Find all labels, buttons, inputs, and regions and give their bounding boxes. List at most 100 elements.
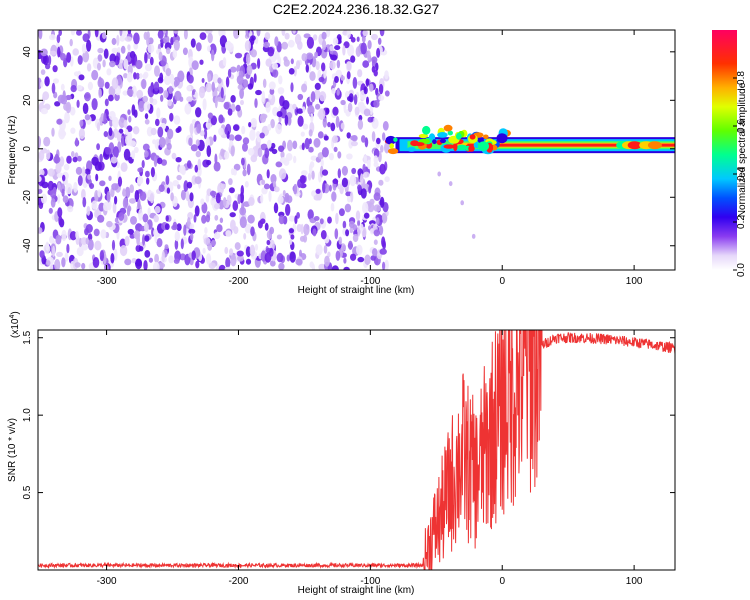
spectrogram-noise-cell: [111, 239, 116, 251]
spectrogram-noise-cell: [173, 30, 179, 34]
spectrogram-x-tick-label: 100: [626, 276, 643, 287]
spectrogram-noise-cell: [367, 40, 372, 50]
spectrogram-noise-cell: [173, 115, 181, 125]
spectrogram-noise-cell: [313, 216, 320, 221]
spectrogram-noise-cell: [182, 47, 188, 56]
spectrogram-noise-cell: [46, 149, 51, 160]
spectrogram-noise-cell: [78, 128, 85, 140]
spectrogram-noise-cell: [218, 264, 226, 270]
spectrogram-noise-cell: [81, 188, 86, 200]
spectrogram-noise-cell: [147, 191, 151, 198]
spectrogram-noise-cell: [142, 234, 146, 246]
spectrogram-noise-cell: [61, 257, 66, 268]
spectrogram-noise-cell: [67, 205, 74, 213]
spectrogram-noise-cell: [170, 192, 174, 202]
spectrogram-noise-cell: [168, 85, 173, 95]
spectrogram-signal-cell: [496, 133, 508, 144]
spectrogram-noise-cell: [110, 252, 115, 264]
spectrogram-noise-cell: [284, 114, 289, 126]
spectrogram-noise-cell: [174, 239, 179, 250]
spectrogram-noise-cell: [250, 226, 255, 237]
spectrogram-noise-cell: [91, 69, 99, 81]
spectrogram-noise-cell: [94, 30, 99, 38]
spectrogram-noise-cell: [145, 170, 150, 178]
spectrogram-noise-cell: [166, 187, 171, 194]
spectrogram-noise-cell: [137, 175, 144, 185]
spectrogram-noise-cell: [226, 194, 232, 205]
spectrogram-noise-cell: [82, 50, 90, 63]
spectrogram-noise-cell: [186, 160, 192, 169]
spectrogram-x-tick-label: -300: [97, 276, 117, 287]
spectrogram-noise-cell: [211, 49, 215, 62]
spectrogram-signal-cell: [468, 145, 475, 152]
spectrogram-noise-cell: [250, 35, 256, 41]
spectrogram-noise-cell: [111, 37, 117, 46]
spectrogram-x-axis-label: Height of straight line (km): [298, 285, 415, 296]
spectrogram-noise-cell: [92, 257, 100, 268]
spectrogram-noise-cell: [124, 258, 132, 266]
spectrogram-noise-cell: [253, 73, 257, 83]
spectrogram-noise-cell: [158, 184, 165, 192]
spectrogram-noise-cell: [342, 220, 347, 229]
spectrogram-noise-cell: [138, 208, 143, 221]
spectrogram-noise-cell: [135, 72, 140, 80]
spectrogram-noise-cell: [283, 56, 288, 62]
spectrogram-noise-cell: [104, 81, 110, 89]
spectrogram-noise-cell: [376, 137, 381, 145]
spectrogram-noise-cell: [154, 65, 160, 77]
spectrogram-noise-cell: [142, 73, 148, 80]
spectrogram-noise-cell: [153, 81, 160, 92]
spectrogram-noise-cell: [86, 205, 91, 216]
spectrogram-noise-cell: [100, 229, 107, 239]
spectrogram-noise-cell: [43, 53, 49, 66]
spectrogram-noise-cell: [177, 184, 181, 190]
spectrogram-noise-cell: [58, 30, 62, 36]
spectrogram-noise-cell: [354, 106, 360, 116]
spectrogram-noise-cell: [362, 163, 366, 174]
spectrogram-noise-cell: [60, 83, 65, 91]
spectrogram-noise-cell: [146, 177, 150, 185]
spectrogram-noise-cell: [355, 210, 361, 221]
spectrogram-noise-cell: [49, 34, 56, 41]
spectrogram-noise-cell: [69, 106, 76, 116]
snr-y-axis-label: SNR (10 * v/v): [7, 418, 18, 482]
spectrogram-noise-cell: [376, 47, 381, 58]
spectrogram-y-tick-label: -20: [22, 190, 33, 205]
spectrogram-noise-cell: [43, 136, 51, 147]
spectrogram-noise-cell: [303, 223, 310, 236]
spectrogram-noise-cell: [230, 95, 236, 103]
spectrogram-noise-cell: [245, 258, 252, 265]
spectrogram-noise-cell: [47, 168, 55, 177]
snr-frame: [37, 329, 676, 571]
spectrogram-noise-cell: [349, 174, 357, 187]
spectrogram-noise-cell: [112, 201, 117, 214]
spectrogram-noise-cell: [190, 38, 196, 48]
spectrogram-noise-cell: [207, 112, 213, 119]
spectrogram-noise-cell: [143, 222, 149, 232]
spectrogram-noise-cell: [268, 81, 276, 90]
spectrogram-noise-cell: [149, 56, 154, 66]
spectrogram-noise-cell: [133, 230, 141, 240]
spectrogram-noise-cell: [358, 114, 363, 122]
spectrogram-noise-cell: [332, 178, 339, 185]
spectrogram-noise-cell: [167, 99, 172, 107]
spectrogram-noise-cell: [142, 95, 148, 103]
spectrogram-signal-cell: [478, 141, 489, 151]
spectrogram-noise-cell: [154, 232, 158, 244]
spectrogram-noise-cell: [147, 85, 155, 98]
spectrogram-noise-cell: [320, 230, 327, 240]
spectrogram-noise-cell: [281, 30, 286, 36]
spectrogram-noise-cell: [168, 255, 174, 264]
spectrogram-noise-cell: [127, 30, 132, 35]
spectrogram-noise-cell: [157, 126, 164, 138]
spectrogram-noise-cell: [80, 237, 88, 245]
spectrogram-noise-cell: [156, 238, 163, 248]
svg-text:(x104): (x104): [9, 311, 21, 338]
spectrogram-noise-cell: [242, 142, 248, 152]
colorbar-tick-label: 0.6: [736, 119, 747, 133]
spectrogram-noise-cell: [280, 150, 285, 159]
spectrogram-noise-cell: [331, 191, 337, 202]
spectrogram-noise-cell: [346, 71, 351, 80]
spectrogram-noise-cell: [40, 48, 48, 57]
spectrogram-noise-cell: [369, 83, 374, 92]
